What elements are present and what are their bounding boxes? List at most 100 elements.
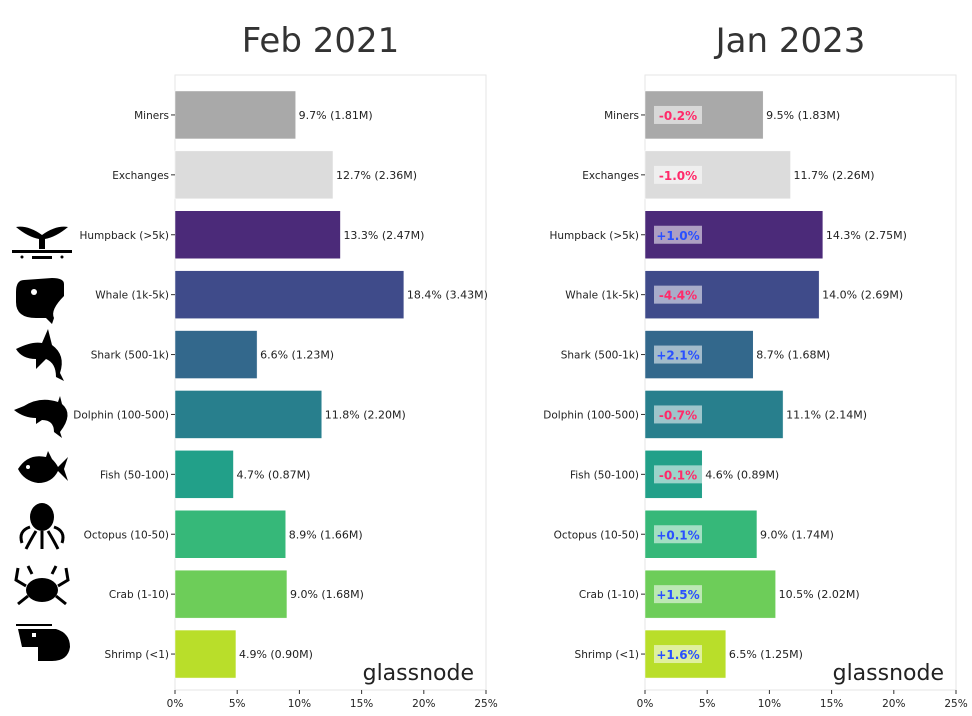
chart-title: Feb 2021: [242, 21, 400, 61]
category-label: Octopus (10-50): [554, 529, 639, 541]
data-label: 9.0% (1.68M): [290, 588, 364, 601]
category-label: Miners: [604, 110, 639, 122]
change-badge-bg: [654, 225, 702, 244]
data-label: 9.7% (1.81M): [299, 109, 373, 122]
change-badge-bg: [654, 345, 702, 364]
category-label: Humpback (>5k): [550, 230, 640, 242]
data-label: 9.5% (1.83M): [766, 109, 840, 122]
glassnode-watermark: glassnode: [363, 661, 474, 686]
category-label: Exchanges: [112, 170, 169, 182]
data-label: 11.1% (2.14M): [786, 408, 867, 421]
change-badge-bg: [654, 285, 702, 304]
chart-title: Jan 2023: [714, 21, 866, 61]
change-badge: +1.5%: [656, 588, 699, 602]
category-label: Shrimp (<1): [105, 649, 169, 661]
change-badge: +1.0%: [656, 229, 699, 243]
bar: [174, 629, 237, 679]
bar: [174, 569, 288, 619]
data-label: 10.5% (2.02M): [779, 588, 860, 601]
panel-1: Jan 2023 Miners 9.5% (1.83M) -0.2% Exchanges…: [543, 21, 967, 710]
icon-column: [12, 226, 72, 661]
glassnode-watermark: glassnode: [833, 661, 944, 686]
data-label: 6.5% (1.25M): [729, 648, 803, 661]
x-tick-label: 25%: [944, 698, 967, 710]
category-label: Crab (1-10): [109, 589, 169, 601]
category-label: Whale (1k-5k): [565, 290, 639, 302]
category-label: Dolphin (100-500): [73, 409, 169, 421]
category-label: Dolphin (100-500): [543, 409, 639, 421]
data-label: 4.7% (0.87M): [236, 468, 310, 481]
change-badge-bg: [654, 525, 702, 544]
data-label: 14.3% (2.75M): [826, 229, 907, 242]
bar: [174, 390, 323, 439]
whale-icon: [16, 278, 64, 324]
change-badge: -4.4%: [659, 289, 697, 303]
category-label: Shark (500-1k): [561, 350, 639, 362]
category-label: Shrimp (<1): [575, 649, 639, 661]
data-label: 11.7% (2.26M): [794, 169, 875, 182]
bar: [174, 210, 341, 259]
change-badge-bg: [654, 645, 702, 664]
category-label: Fish (50-100): [100, 469, 169, 481]
data-label: 6.6% (1.23M): [260, 349, 334, 362]
x-tick-label: 10%: [288, 698, 311, 710]
x-tick-label: 25%: [474, 698, 497, 710]
fish-icon: [18, 451, 68, 483]
data-label: 9.0% (1.74M): [760, 528, 834, 541]
plot-frame: [644, 74, 957, 691]
category-label: Whale (1k-5k): [95, 290, 169, 302]
category-label: Fish (50-100): [570, 469, 639, 481]
shark-icon: [16, 329, 64, 381]
data-label: 4.6% (0.89M): [705, 468, 779, 481]
category-label: Exchanges: [582, 170, 639, 182]
category-label: Octopus (10-50): [84, 529, 169, 541]
change-badge-bg: [654, 105, 702, 124]
x-tick-label: 15%: [350, 698, 373, 710]
data-label: 13.3% (2.47M): [343, 229, 424, 242]
x-tick-label: 0%: [167, 698, 184, 710]
change-badge-bg: [654, 405, 702, 424]
dolphin-icon: [14, 396, 68, 438]
bar: [174, 330, 258, 379]
change-badge-bg: [654, 165, 702, 184]
bar: [644, 90, 764, 140]
change-badge: -0.2%: [659, 109, 697, 123]
crab-icon: [14, 565, 70, 606]
plot-frame: [174, 74, 487, 691]
data-label: 18.4% (3.43M): [407, 289, 488, 302]
data-label: 12.7% (2.36M): [336, 169, 417, 182]
change-badge: +0.1%: [656, 528, 699, 542]
bar: [174, 270, 405, 319]
change-badge-bg: [654, 465, 702, 484]
bar: [174, 450, 234, 499]
x-tick-label: 10%: [758, 698, 781, 710]
bar: [174, 90, 296, 140]
data-label: 8.9% (1.66M): [289, 528, 363, 541]
change-badge: -0.7%: [659, 408, 697, 422]
data-label: 11.8% (2.20M): [325, 408, 406, 421]
octopus-icon: [19, 503, 65, 550]
x-tick-label: 0%: [637, 698, 654, 710]
x-tick-label: 5%: [699, 698, 716, 710]
x-tick-label: 20%: [882, 698, 905, 710]
data-label: 4.9% (0.90M): [239, 648, 313, 661]
category-label: Crab (1-10): [579, 589, 639, 601]
change-badge: +2.1%: [656, 349, 699, 363]
change-badge: -0.1%: [659, 468, 697, 482]
panel-0: Feb 2021 Miners 9.7% (1.81M) Exchanges 12.7%…: [73, 21, 497, 710]
category-label: Shark (500-1k): [91, 350, 169, 362]
data-label: 14.0% (2.69M): [822, 289, 903, 302]
bar: [174, 150, 334, 200]
category-label: Miners: [134, 110, 169, 122]
category-label: Humpback (>5k): [80, 230, 170, 242]
humpback-tail-icon: [12, 226, 72, 259]
x-tick-label: 20%: [412, 698, 435, 710]
change-badge-bg: [654, 585, 702, 604]
change-badge: +1.6%: [656, 648, 699, 662]
data-label: 8.7% (1.68M): [756, 349, 830, 362]
x-tick-label: 15%: [820, 698, 843, 710]
bar: [174, 510, 286, 559]
x-tick-label: 5%: [229, 698, 246, 710]
change-badge: -1.0%: [659, 169, 697, 183]
